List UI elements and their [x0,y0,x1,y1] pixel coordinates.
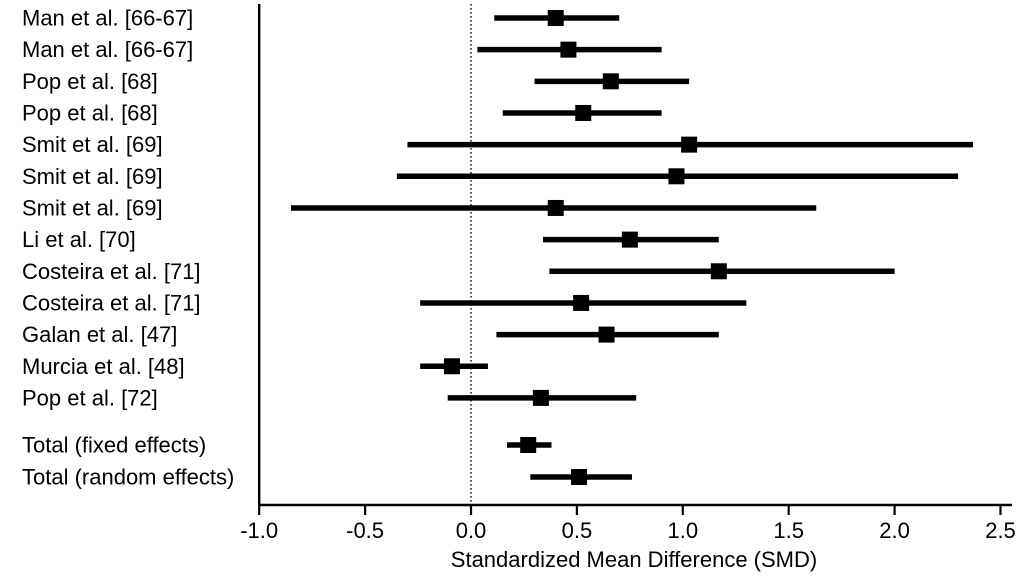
point-estimate-marker [547,10,564,26]
total-row [507,437,552,453]
study-row [420,358,488,375]
point-estimate-marker [602,73,619,90]
study-label: Li et al. [70] [22,227,136,252]
point-estimate-marker [681,136,698,153]
point-estimate-marker [520,437,537,453]
point-estimate-marker [571,469,588,485]
study-row [496,326,719,343]
point-estimate-marker [710,263,727,280]
study-label: Galan et al. [47] [22,322,177,347]
study-row [447,389,637,406]
study-label: Total (fixed effects) [22,433,206,458]
study-label: Smit et al. [69] [22,132,163,157]
x-axis-tick-label: 2.5 [985,518,1016,543]
x-axis-tick-label: 2.0 [879,518,910,543]
study-label: Costeira et al. [71] [22,259,201,284]
x-axis-tick-label: -1.0 [240,518,278,543]
study-label: Man et al. [66-67] [22,37,193,62]
x-axis-tick-label: 1.5 [773,518,804,543]
study-row [477,41,662,58]
study-row [290,199,817,216]
point-estimate-marker [532,389,549,406]
study-row [420,294,747,311]
x-axis-tick-label: -0.5 [346,518,384,543]
study-rows-layer [290,10,973,485]
study-label: Total (random effects) [22,465,234,490]
x-axis-tick-label: 1.0 [668,518,699,543]
study-label: Smit et al. [69] [22,164,163,189]
point-estimate-marker [560,41,577,58]
study-label: Pop et al. [68] [22,100,158,125]
study-row [549,263,895,280]
study-label: Pop et al. [72] [22,385,158,410]
study-label: Man et al. [66-67] [22,6,193,31]
point-estimate-marker [621,231,638,248]
point-estimate-marker [573,294,590,311]
study-row [494,10,620,26]
study-labels-layer: Man et al. [66-67] Man et al. [66-67] Pop … [22,6,234,490]
point-estimate-marker [443,358,460,375]
point-estimate-marker [575,104,592,121]
point-estimate-marker [547,199,564,216]
x-axis-title: Standardized Mean Difference (SMD) [451,547,817,572]
study-label: Smit et al. [69] [22,195,163,220]
study-row [534,73,690,90]
x-axis-tick-label: 0.5 [562,518,593,543]
study-row [543,231,719,248]
point-estimate-marker [668,168,685,185]
study-label: Murcia et al. [48] [22,354,185,379]
point-estimate-marker [598,326,615,343]
study-label: Costeira et al. [71] [22,290,201,315]
total-row [530,469,632,485]
study-row [407,136,973,153]
study-row [396,168,959,185]
x-axis-tick-label: 0.0 [456,518,487,543]
study-label: Pop et al. [68] [22,69,158,94]
study-row [502,104,662,121]
axes-layer: -1.0 -0.5 0.0 0.5 1.0 1.5 2.0 2.5 [240,4,1016,543]
